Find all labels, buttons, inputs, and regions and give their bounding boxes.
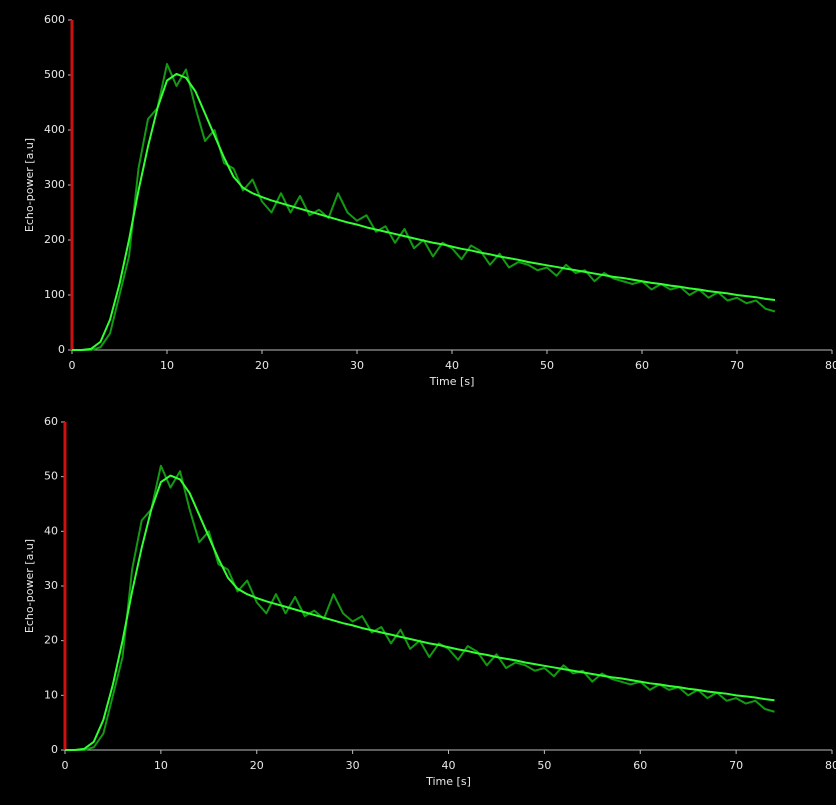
y-tick-label: 10 bbox=[44, 688, 58, 701]
x-tick-label: 70 bbox=[729, 759, 743, 772]
x-tick-label: 30 bbox=[350, 359, 364, 372]
y-tick-label: 0 bbox=[51, 743, 58, 756]
y-tick-label: 60 bbox=[44, 415, 58, 428]
x-tick-label: 40 bbox=[445, 359, 459, 372]
x-tick-label: 20 bbox=[250, 759, 264, 772]
y-tick-label: 200 bbox=[44, 233, 65, 246]
y-axis-title: Echo-power [a.u] bbox=[23, 539, 36, 633]
y-tick-label: 600 bbox=[44, 13, 65, 26]
x-tick-label: 60 bbox=[635, 359, 649, 372]
y-tick-label: 30 bbox=[44, 579, 58, 592]
x-tick-label: 10 bbox=[154, 759, 168, 772]
x-tick-label: 70 bbox=[730, 359, 744, 372]
y-tick-label: 400 bbox=[44, 123, 65, 136]
x-tick-label: 30 bbox=[346, 759, 360, 772]
x-tick-label: 0 bbox=[69, 359, 76, 372]
y-tick-label: 20 bbox=[44, 634, 58, 647]
x-tick-label: 10 bbox=[160, 359, 174, 372]
y-tick-label: 500 bbox=[44, 68, 65, 81]
x-tick-label: 60 bbox=[633, 759, 647, 772]
y-tick-label: 40 bbox=[44, 524, 58, 537]
x-tick-label: 20 bbox=[255, 359, 269, 372]
x-tick-label: 80 bbox=[825, 359, 836, 372]
y-axis-title: Echo-power [a.u] bbox=[23, 138, 36, 232]
x-tick-label: 0 bbox=[62, 759, 69, 772]
x-tick-label: 50 bbox=[537, 759, 551, 772]
x-axis-title: Time [s] bbox=[429, 375, 475, 388]
y-tick-label: 0 bbox=[58, 343, 65, 356]
data-line bbox=[65, 474, 775, 751]
y-tick-label: 100 bbox=[44, 288, 65, 301]
data-line bbox=[72, 72, 776, 351]
x-axis-title: Time [s] bbox=[425, 775, 471, 788]
y-tick-label: 300 bbox=[44, 178, 65, 191]
x-tick-label: 50 bbox=[540, 359, 554, 372]
x-tick-label: 40 bbox=[442, 759, 456, 772]
x-tick-label: 80 bbox=[825, 759, 836, 772]
y-tick-label: 50 bbox=[44, 470, 58, 483]
